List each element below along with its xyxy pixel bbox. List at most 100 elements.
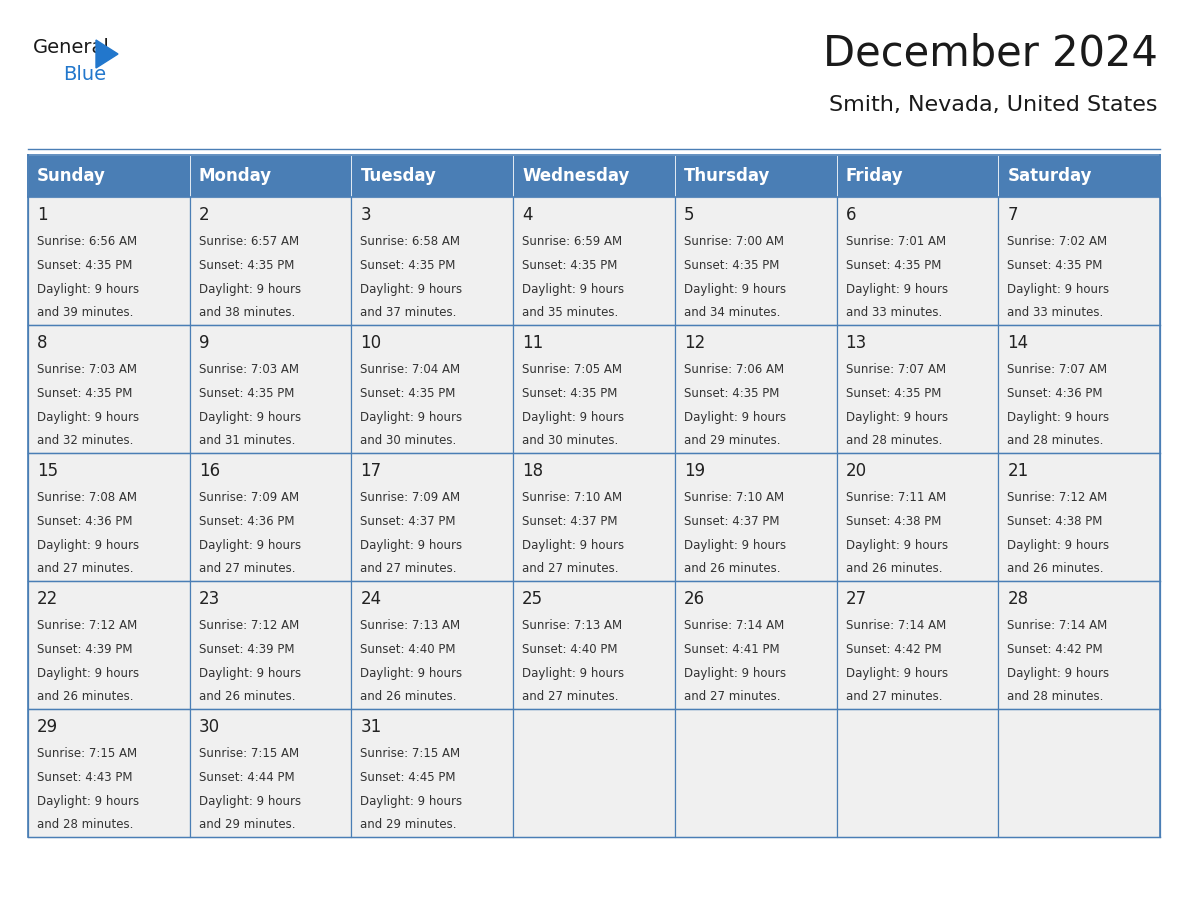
Text: and 26 minutes.: and 26 minutes. [684, 562, 781, 575]
Text: Sunset: 4:35 PM: Sunset: 4:35 PM [846, 259, 941, 272]
Bar [675, 325, 836, 453]
Text: 5: 5 [684, 206, 694, 224]
Bar [29, 325, 190, 453]
Bar [836, 709, 998, 837]
Text: and 35 minutes.: and 35 minutes. [523, 306, 619, 319]
Text: Sunset: 4:35 PM: Sunset: 4:35 PM [1007, 259, 1102, 272]
Bar [998, 155, 1159, 197]
Text: 11: 11 [523, 334, 543, 352]
Text: 22: 22 [37, 590, 58, 608]
Bar [998, 709, 1159, 837]
Bar [190, 197, 352, 325]
Text: Daylight: 9 hours: Daylight: 9 hours [198, 411, 301, 424]
Text: Sunrise: 7:13 AM: Sunrise: 7:13 AM [360, 619, 461, 632]
Bar [998, 453, 1159, 581]
Text: Daylight: 9 hours: Daylight: 9 hours [846, 411, 948, 424]
Text: 3: 3 [360, 206, 371, 224]
Bar [513, 709, 675, 837]
Text: Daylight: 9 hours: Daylight: 9 hours [684, 283, 786, 296]
Text: and 34 minutes.: and 34 minutes. [684, 306, 781, 319]
Text: Daylight: 9 hours: Daylight: 9 hours [198, 795, 301, 808]
Text: and 30 minutes.: and 30 minutes. [523, 434, 619, 447]
Text: 20: 20 [846, 462, 867, 480]
Text: and 39 minutes.: and 39 minutes. [37, 306, 133, 319]
Text: 31: 31 [360, 718, 381, 736]
Text: Sunrise: 7:10 AM: Sunrise: 7:10 AM [684, 491, 784, 504]
Text: and 27 minutes.: and 27 minutes. [523, 562, 619, 575]
Bar [190, 709, 352, 837]
Text: and 27 minutes.: and 27 minutes. [523, 690, 619, 703]
Text: Saturday: Saturday [1007, 167, 1092, 185]
Text: Sunrise: 7:09 AM: Sunrise: 7:09 AM [198, 491, 299, 504]
Text: and 37 minutes.: and 37 minutes. [360, 306, 457, 319]
Text: and 29 minutes.: and 29 minutes. [198, 818, 295, 831]
Text: Sunset: 4:35 PM: Sunset: 4:35 PM [846, 387, 941, 400]
Text: Sunday: Sunday [37, 167, 106, 185]
Text: 14: 14 [1007, 334, 1029, 352]
Text: General: General [33, 38, 109, 57]
Text: Sunset: 4:37 PM: Sunset: 4:37 PM [523, 515, 618, 528]
Text: Sunrise: 7:10 AM: Sunrise: 7:10 AM [523, 491, 623, 504]
Text: Sunset: 4:35 PM: Sunset: 4:35 PM [360, 259, 456, 272]
Text: Sunrise: 7:12 AM: Sunrise: 7:12 AM [37, 619, 138, 632]
Text: Sunrise: 7:11 AM: Sunrise: 7:11 AM [846, 491, 946, 504]
Text: Wednesday: Wednesday [523, 167, 630, 185]
Polygon shape [96, 40, 118, 68]
Text: 17: 17 [360, 462, 381, 480]
Text: and 30 minutes.: and 30 minutes. [360, 434, 456, 447]
Bar [513, 325, 675, 453]
Text: Sunrise: 6:59 AM: Sunrise: 6:59 AM [523, 235, 623, 248]
Text: 21: 21 [1007, 462, 1029, 480]
Text: 4: 4 [523, 206, 532, 224]
Text: Sunset: 4:35 PM: Sunset: 4:35 PM [37, 259, 132, 272]
Bar [29, 197, 190, 325]
Text: 18: 18 [523, 462, 543, 480]
Text: Sunset: 4:45 PM: Sunset: 4:45 PM [360, 771, 456, 784]
Bar [352, 155, 513, 197]
Text: 29: 29 [37, 718, 58, 736]
Text: Blue: Blue [63, 65, 106, 84]
Bar [352, 453, 513, 581]
Text: Sunset: 4:42 PM: Sunset: 4:42 PM [846, 643, 941, 656]
Text: Sunset: 4:35 PM: Sunset: 4:35 PM [523, 387, 618, 400]
Bar [190, 325, 352, 453]
Text: Daylight: 9 hours: Daylight: 9 hours [360, 539, 462, 552]
Text: Sunrise: 7:14 AM: Sunrise: 7:14 AM [684, 619, 784, 632]
Text: Daylight: 9 hours: Daylight: 9 hours [198, 539, 301, 552]
Bar [513, 197, 675, 325]
Bar [190, 453, 352, 581]
Text: Monday: Monday [198, 167, 272, 185]
Text: Sunrise: 7:03 AM: Sunrise: 7:03 AM [37, 363, 137, 376]
Text: Daylight: 9 hours: Daylight: 9 hours [360, 795, 462, 808]
Text: 23: 23 [198, 590, 220, 608]
Text: Daylight: 9 hours: Daylight: 9 hours [523, 539, 624, 552]
Text: Sunset: 4:40 PM: Sunset: 4:40 PM [523, 643, 618, 656]
Text: Daylight: 9 hours: Daylight: 9 hours [846, 283, 948, 296]
Bar [352, 197, 513, 325]
Text: and 29 minutes.: and 29 minutes. [684, 434, 781, 447]
Text: Sunset: 4:36 PM: Sunset: 4:36 PM [1007, 387, 1102, 400]
Text: Sunset: 4:36 PM: Sunset: 4:36 PM [37, 515, 133, 528]
Text: Sunset: 4:35 PM: Sunset: 4:35 PM [198, 259, 295, 272]
Text: and 27 minutes.: and 27 minutes. [37, 562, 133, 575]
Text: Daylight: 9 hours: Daylight: 9 hours [1007, 411, 1110, 424]
Text: and 27 minutes.: and 27 minutes. [684, 690, 781, 703]
Text: Daylight: 9 hours: Daylight: 9 hours [360, 411, 462, 424]
Text: 26: 26 [684, 590, 704, 608]
Text: Sunrise: 7:14 AM: Sunrise: 7:14 AM [1007, 619, 1107, 632]
Text: Sunset: 4:35 PM: Sunset: 4:35 PM [684, 259, 779, 272]
Text: and 31 minutes.: and 31 minutes. [198, 434, 295, 447]
Text: Daylight: 9 hours: Daylight: 9 hours [846, 667, 948, 680]
Text: 9: 9 [198, 334, 209, 352]
Text: Sunrise: 7:15 AM: Sunrise: 7:15 AM [360, 747, 461, 760]
Text: 1: 1 [37, 206, 48, 224]
Text: Sunrise: 7:14 AM: Sunrise: 7:14 AM [846, 619, 946, 632]
Bar [675, 581, 836, 709]
Text: Friday: Friday [846, 167, 903, 185]
Text: 15: 15 [37, 462, 58, 480]
Text: Sunrise: 7:06 AM: Sunrise: 7:06 AM [684, 363, 784, 376]
Text: Daylight: 9 hours: Daylight: 9 hours [360, 283, 462, 296]
Text: Sunrise: 7:15 AM: Sunrise: 7:15 AM [198, 747, 299, 760]
Text: Sunset: 4:36 PM: Sunset: 4:36 PM [198, 515, 295, 528]
Text: 8: 8 [37, 334, 48, 352]
